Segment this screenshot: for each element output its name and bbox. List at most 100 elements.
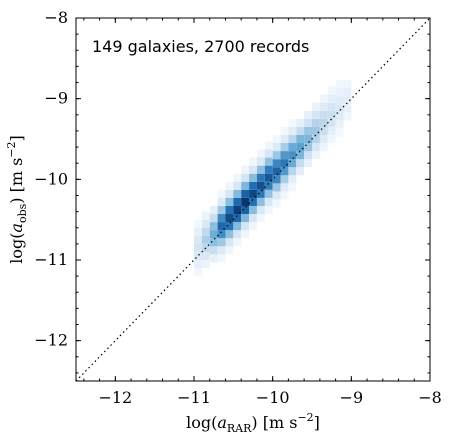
density-cell bbox=[280, 159, 289, 168]
x-tick-label: −9 bbox=[340, 388, 364, 407]
density-cell bbox=[264, 205, 273, 215]
density-cell bbox=[233, 238, 242, 247]
density-cell bbox=[319, 143, 328, 152]
density-cell bbox=[233, 197, 242, 206]
y-tick-label: −8 bbox=[44, 8, 68, 27]
x-tick-label: −8 bbox=[418, 388, 442, 407]
density-cell bbox=[264, 149, 273, 158]
density-cell bbox=[335, 88, 344, 97]
density-cell bbox=[194, 243, 202, 252]
density-cell bbox=[327, 102, 336, 111]
density-cell bbox=[209, 214, 218, 223]
density-cell bbox=[249, 157, 257, 166]
density-cell bbox=[288, 126, 297, 135]
density-cell bbox=[335, 128, 344, 137]
density-cell bbox=[272, 183, 281, 192]
density-cell bbox=[194, 227, 202, 236]
density-cell bbox=[209, 246, 218, 255]
density-cell bbox=[312, 134, 320, 144]
density-cell bbox=[280, 167, 289, 176]
density-cell bbox=[304, 143, 312, 152]
density-cell bbox=[264, 189, 273, 198]
density-cell bbox=[327, 134, 336, 144]
density-cell bbox=[194, 268, 202, 277]
density-cell bbox=[225, 246, 234, 255]
density-cell bbox=[241, 181, 250, 190]
density-cell bbox=[217, 214, 226, 223]
density-cell bbox=[217, 230, 226, 239]
density-cell bbox=[280, 183, 289, 192]
density-cell bbox=[217, 205, 226, 215]
density-cell bbox=[233, 214, 242, 223]
density-cell bbox=[343, 88, 352, 97]
density-cell bbox=[209, 254, 218, 263]
density-cell bbox=[272, 199, 281, 208]
density-cell bbox=[217, 254, 226, 263]
density-cell bbox=[225, 197, 234, 206]
density-cell bbox=[319, 134, 328, 144]
density-cell bbox=[233, 230, 242, 239]
density-cell bbox=[312, 143, 320, 152]
density-cell bbox=[256, 205, 265, 215]
density-cell bbox=[272, 191, 281, 200]
density-cell bbox=[241, 189, 250, 198]
density-cell bbox=[288, 175, 297, 184]
density-cell bbox=[201, 219, 210, 228]
density-cell bbox=[241, 173, 250, 182]
density-cell bbox=[249, 189, 257, 198]
density-cell bbox=[256, 181, 265, 190]
density-cell bbox=[288, 159, 297, 168]
density-cell bbox=[233, 222, 242, 231]
density-cell bbox=[296, 143, 305, 152]
density-cell bbox=[280, 143, 289, 152]
density-cell bbox=[280, 175, 289, 184]
density-cell bbox=[249, 197, 257, 206]
x-axis-title: log(aRAR) [m s−2] bbox=[186, 411, 320, 435]
density-cell bbox=[304, 134, 312, 144]
density-cell bbox=[217, 246, 226, 255]
density-cell bbox=[249, 181, 257, 190]
density-cell bbox=[201, 251, 210, 260]
density-cell bbox=[225, 181, 234, 190]
x-tick-label: −11 bbox=[177, 388, 211, 407]
density-cell bbox=[280, 126, 289, 135]
density-cell bbox=[249, 165, 257, 174]
density-cell bbox=[241, 214, 250, 223]
density-cell bbox=[304, 110, 312, 119]
density-cell bbox=[296, 118, 305, 127]
density-cell bbox=[296, 167, 305, 176]
density-cell bbox=[241, 165, 250, 174]
density-cell bbox=[241, 222, 250, 231]
density-cell bbox=[304, 126, 312, 135]
y-tick-label: −11 bbox=[34, 250, 68, 269]
density-cell bbox=[201, 227, 210, 236]
density-cell bbox=[256, 165, 265, 174]
density-cell bbox=[319, 126, 328, 135]
density-cell bbox=[296, 159, 305, 168]
x-tick-label: −10 bbox=[256, 388, 290, 407]
density-cell bbox=[264, 157, 273, 166]
density-cell bbox=[194, 235, 202, 244]
density-cell bbox=[249, 205, 257, 215]
density-cell bbox=[272, 159, 281, 168]
density-cell bbox=[209, 238, 218, 247]
density-cell bbox=[249, 214, 257, 223]
density-cell bbox=[335, 112, 344, 121]
density-cell bbox=[272, 167, 281, 176]
density-cell bbox=[249, 222, 257, 231]
density-cell bbox=[272, 151, 281, 160]
density-cell bbox=[264, 197, 273, 206]
density-cell bbox=[288, 134, 297, 144]
density-cell bbox=[201, 235, 210, 244]
density-cell bbox=[233, 181, 242, 190]
density-cell bbox=[201, 211, 210, 220]
density-cell bbox=[264, 165, 273, 174]
density-cell bbox=[312, 126, 320, 135]
density-cell bbox=[264, 173, 273, 182]
density-cell bbox=[194, 251, 202, 260]
density-cell bbox=[225, 222, 234, 231]
density-cell bbox=[327, 118, 336, 127]
density-cell bbox=[280, 134, 289, 144]
density-cell bbox=[201, 260, 210, 269]
density-cell bbox=[319, 110, 328, 119]
